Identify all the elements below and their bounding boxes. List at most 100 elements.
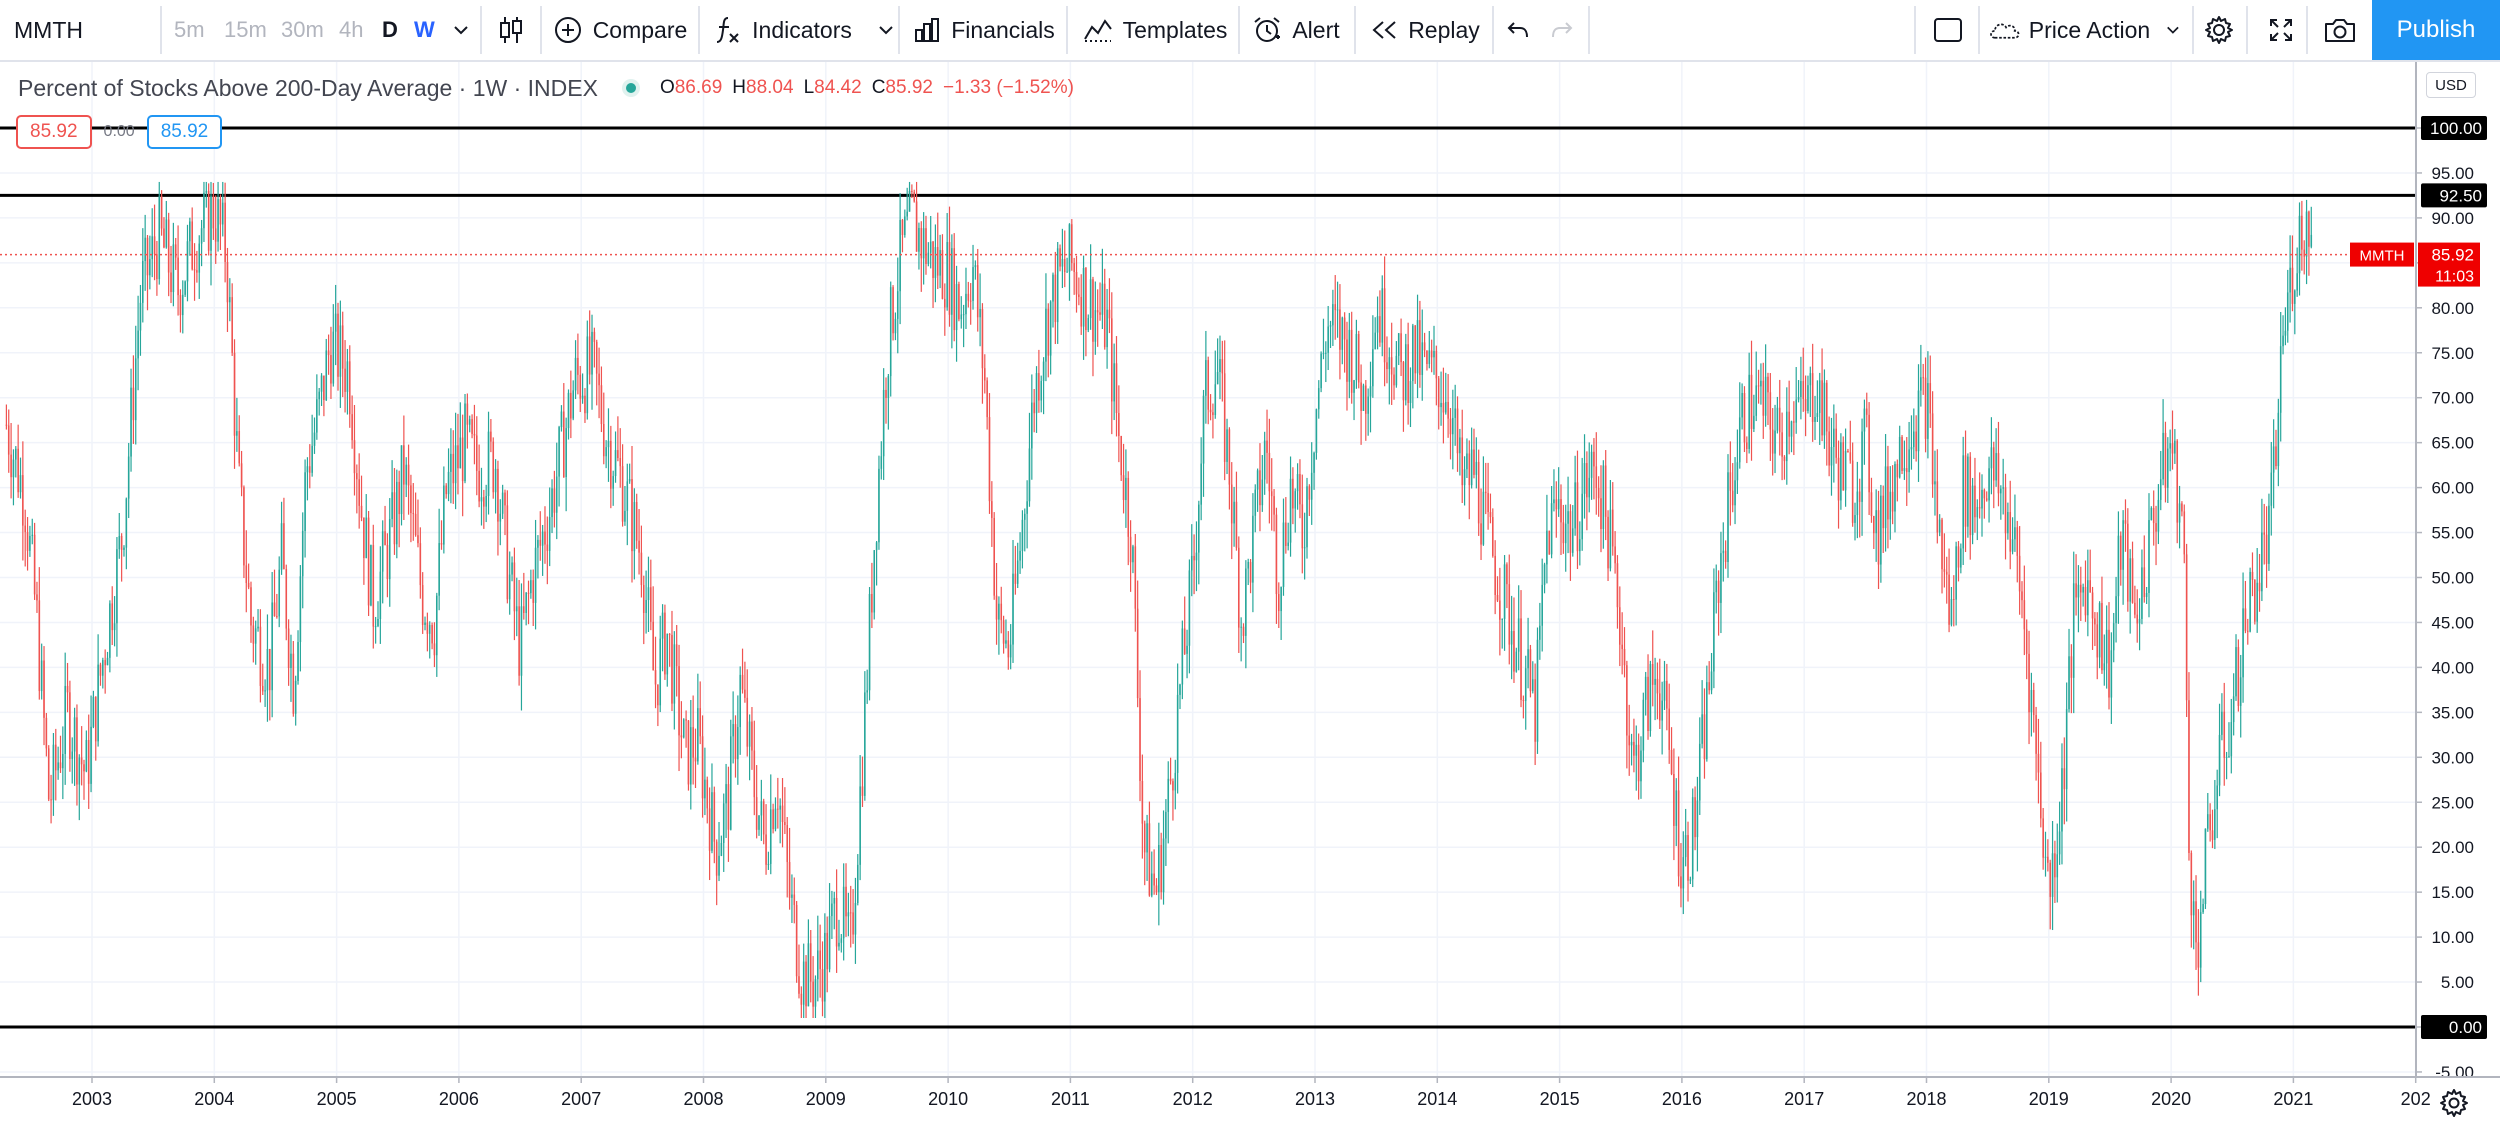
candle-body [1783,456,1786,462]
candle-body [1574,482,1576,529]
candle-body [805,961,807,1007]
candle-body [1908,449,1910,473]
candle-body [2072,583,2075,678]
candle-body [240,463,243,488]
candle-body [859,786,861,865]
settings-button[interactable] [2200,0,2238,60]
fullscreen-button[interactable] [2262,0,2300,60]
timeframe-15m[interactable]: 15m [224,17,267,42]
candle-body [1308,486,1311,500]
candle-body [2303,249,2306,257]
candle-body [2101,603,2103,671]
candle-body [2275,446,2277,467]
candle-body [2056,854,2059,878]
candle-body [1426,350,1428,364]
candle-body [1769,392,1772,430]
candle-body [2035,715,2037,754]
candle-body [1741,393,1743,418]
candle-body [1992,447,1995,481]
time-axis[interactable] [0,1077,2416,1131]
candle-body [2214,809,2216,840]
redo-button[interactable] [1544,0,1580,60]
financials-button[interactable]: Financials [908,0,1060,60]
candle-body [689,727,692,785]
candle-body [610,440,612,489]
candle-body [412,513,415,515]
candle-body [1727,472,1729,563]
candle-body [433,643,436,656]
price-tick-label: 25.00 [2431,793,2474,812]
candle-body [276,616,278,618]
timeframe-5m[interactable]: 5m [174,17,205,42]
timeframe-4h[interactable]: 4h [339,17,364,42]
candle-body [1499,600,1501,620]
candle-body [2209,814,2211,831]
undo-button[interactable] [1500,0,1536,60]
candle-body [360,505,363,518]
market-status-icon[interactable] [621,79,640,97]
chart-legend[interactable]: Percent of Stocks Above 200-Day Average … [18,70,1074,106]
price-axis[interactable] [2416,62,2500,1077]
candle-body [280,523,283,570]
redo-icon [1552,22,1573,38]
candle-body [727,784,730,830]
compare-button[interactable]: Compare [550,0,690,60]
candle-body [896,291,899,319]
open-number: 86.69 [674,77,723,98]
candle-body [440,543,443,545]
candle-body [513,562,516,612]
symbol-label: MMTH [14,16,83,43]
time-tick-label: 2020 [2151,1089,2191,1109]
chart-canvas[interactable]: 100.0095.0090.0085.0080.0075.0070.0065.0… [0,62,2500,1131]
axis-settings-button[interactable] [2440,1089,2468,1117]
replay-button[interactable]: Replay [1366,0,1484,60]
candle-body [2157,499,2160,532]
candle-body [10,454,12,478]
alert-button[interactable]: Alert [1246,0,1346,60]
candle-body [1508,584,1511,645]
templates-button[interactable]: Templates [1076,0,1234,60]
candle-body [701,736,704,799]
timeframe-w[interactable]: W [414,17,435,42]
candle-body [78,757,81,785]
layout-button[interactable] [1928,0,1968,60]
chevron-down-icon [454,26,468,35]
candle-body [932,241,934,278]
candle-body [358,479,360,506]
candle-body [687,720,690,785]
candle-body [1092,279,1094,342]
timeframe-dropdown-button[interactable] [448,0,474,60]
indicators-button[interactable]: Indicators [712,0,896,60]
rewind-icon [1372,21,1396,39]
chart-type-button[interactable] [488,0,534,60]
candle-body [2249,571,2251,632]
candle-body [847,912,850,917]
price-action-button[interactable]: Price Action [1988,0,2180,60]
sell-price-box[interactable]: 85.92 [16,115,92,149]
candle-body [318,391,320,400]
candle-body [619,458,622,467]
buy-price-box[interactable]: 85.92 [146,115,223,149]
candle-body [1988,468,1990,501]
candle-body [1924,377,1927,439]
symbol-search-button[interactable]: MMTH [14,0,154,60]
candle-body [1623,649,1626,666]
time-tick-label: 2017 [1784,1089,1824,1109]
timeframe-30m[interactable]: 30m [281,17,324,42]
candle-body [301,530,304,577]
candle-body [1285,522,1287,546]
candle-body [1268,452,1271,492]
currency-label[interactable]: USD [2426,72,2476,98]
snapshot-button[interactable] [2320,0,2360,60]
time-tick-label: 202 [2401,1089,2431,1109]
candle-body [306,466,309,473]
candle-body [1995,453,1997,481]
price-tick-label: 95.00 [2431,164,2474,183]
candle-body [2098,603,2101,658]
candle-body [866,690,868,693]
publish-button[interactable]: Publish [2372,0,2500,60]
candle-body [929,241,932,253]
candle-body [788,862,791,898]
timeframe-d[interactable]: D [382,17,398,42]
candle-body [62,753,64,769]
